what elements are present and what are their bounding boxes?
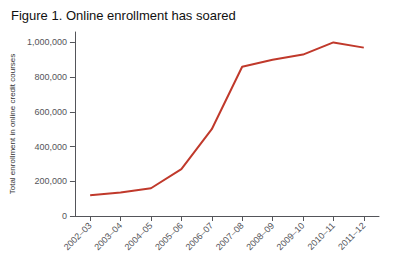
svg-text:2007–08: 2007–08: [214, 220, 246, 252]
svg-text:Figure 1. Online enrollment ha: Figure 1. Online enrollment has soared: [11, 8, 236, 23]
svg-text:2010–11: 2010–11: [306, 220, 337, 251]
svg-text:2006–07: 2006–07: [183, 220, 215, 252]
svg-text:2008–09: 2008–09: [244, 220, 276, 252]
svg-text:2002–03: 2002–03: [62, 220, 94, 252]
svg-text:2005–06: 2005–06: [153, 220, 185, 252]
svg-text:800,000: 800,000: [34, 72, 67, 82]
svg-text:400,000: 400,000: [34, 142, 67, 152]
svg-text:1,000,000: 1,000,000: [27, 37, 67, 47]
svg-text:600,000: 600,000: [34, 107, 67, 117]
svg-text:2011–12: 2011–12: [336, 220, 367, 251]
svg-text:Total enrollment in online cre: Total enrollment in online credit course…: [8, 54, 17, 195]
svg-text:2004–05: 2004–05: [123, 220, 155, 252]
svg-text:2003–04: 2003–04: [92, 220, 124, 252]
svg-text:0: 0: [62, 211, 67, 221]
svg-text:2009–10: 2009–10: [275, 220, 307, 252]
svg-text:200,000: 200,000: [34, 176, 67, 186]
